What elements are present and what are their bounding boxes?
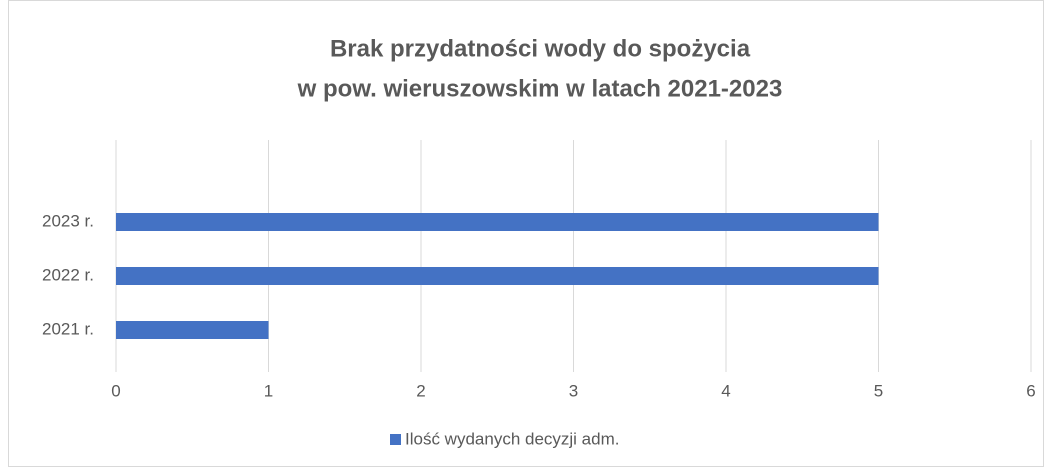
y-tick-label: 2021 r. — [42, 319, 94, 338]
chart-border — [8, 0, 1044, 467]
x-tick-label: 1 — [264, 381, 273, 400]
x-tick-label: 4 — [721, 381, 730, 400]
x-tick-label: 6 — [1026, 381, 1035, 400]
bar — [116, 213, 879, 231]
bar — [116, 267, 879, 285]
x-tick-label: 3 — [569, 381, 578, 400]
chart-title: Brak przydatności wody do spożycia — [330, 35, 751, 62]
bar — [116, 321, 269, 339]
legend-swatch — [390, 434, 401, 445]
chart-title: w pow. wieruszowskim w latach 2021-2023 — [297, 75, 783, 102]
y-tick-label: 2023 r. — [42, 211, 94, 230]
legend-label: Ilość wydanych decyzji adm. — [405, 429, 619, 448]
x-tick-label: 2 — [416, 381, 425, 400]
x-tick-label: 0 — [111, 381, 120, 400]
x-tick-label: 5 — [874, 381, 883, 400]
y-tick-label: 2022 r. — [42, 265, 94, 284]
